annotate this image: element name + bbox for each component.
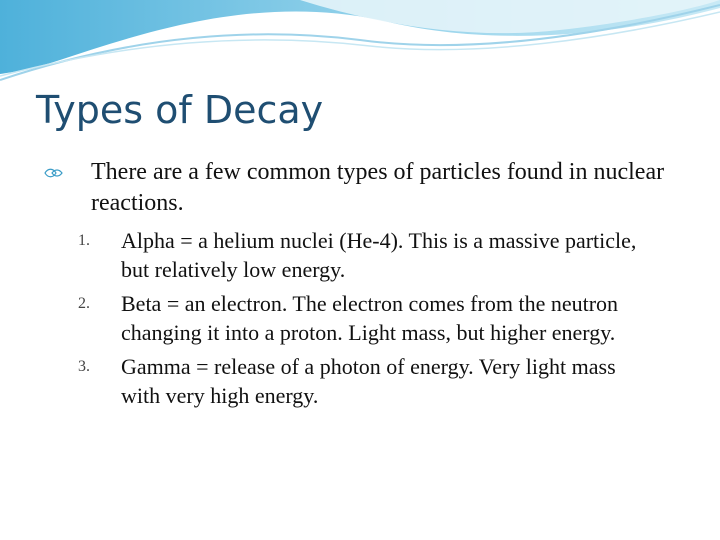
bullet-icon: [44, 168, 63, 178]
item-number: 3.: [78, 358, 90, 375]
item-number: 1.: [78, 232, 90, 249]
list-item: 2. Beta = an electron. The electron comes…: [78, 289, 658, 347]
wave-line: [0, 11, 720, 77]
item-text: Alpha = a helium nuclei (He-4). This is …: [121, 228, 637, 282]
wave-line: [0, 4, 720, 81]
item-text: Gamma = release of a photon of energy. V…: [121, 354, 616, 408]
list-item: 3. Gamma = release of a photon of energy.…: [78, 352, 658, 410]
bullet-text: There are a few common types of particle…: [91, 159, 665, 216]
item-text: Beta = an electron. The electron comes f…: [121, 291, 619, 345]
header-decoration: [0, 0, 720, 81]
numbered-list: 1. Alpha = a helium nuclei (He-4). This i…: [78, 226, 658, 415]
title: Types of Decay: [36, 88, 324, 132]
wave: [300, 0, 720, 34]
item-number: 2.: [78, 295, 90, 312]
list-item: 1. Alpha = a helium nuclei (He-4). This i…: [78, 226, 658, 284]
